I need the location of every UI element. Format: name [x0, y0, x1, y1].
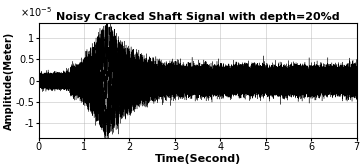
Text: $\times 10^{-5}$: $\times 10^{-5}$ — [20, 5, 52, 18]
Title: Noisy Cracked Shaft Signal with depth=20%d: Noisy Cracked Shaft Signal with depth=20… — [56, 12, 340, 22]
X-axis label: Time(Second): Time(Second) — [155, 154, 241, 164]
Y-axis label: Amplitude(Meter): Amplitude(Meter) — [4, 32, 14, 130]
